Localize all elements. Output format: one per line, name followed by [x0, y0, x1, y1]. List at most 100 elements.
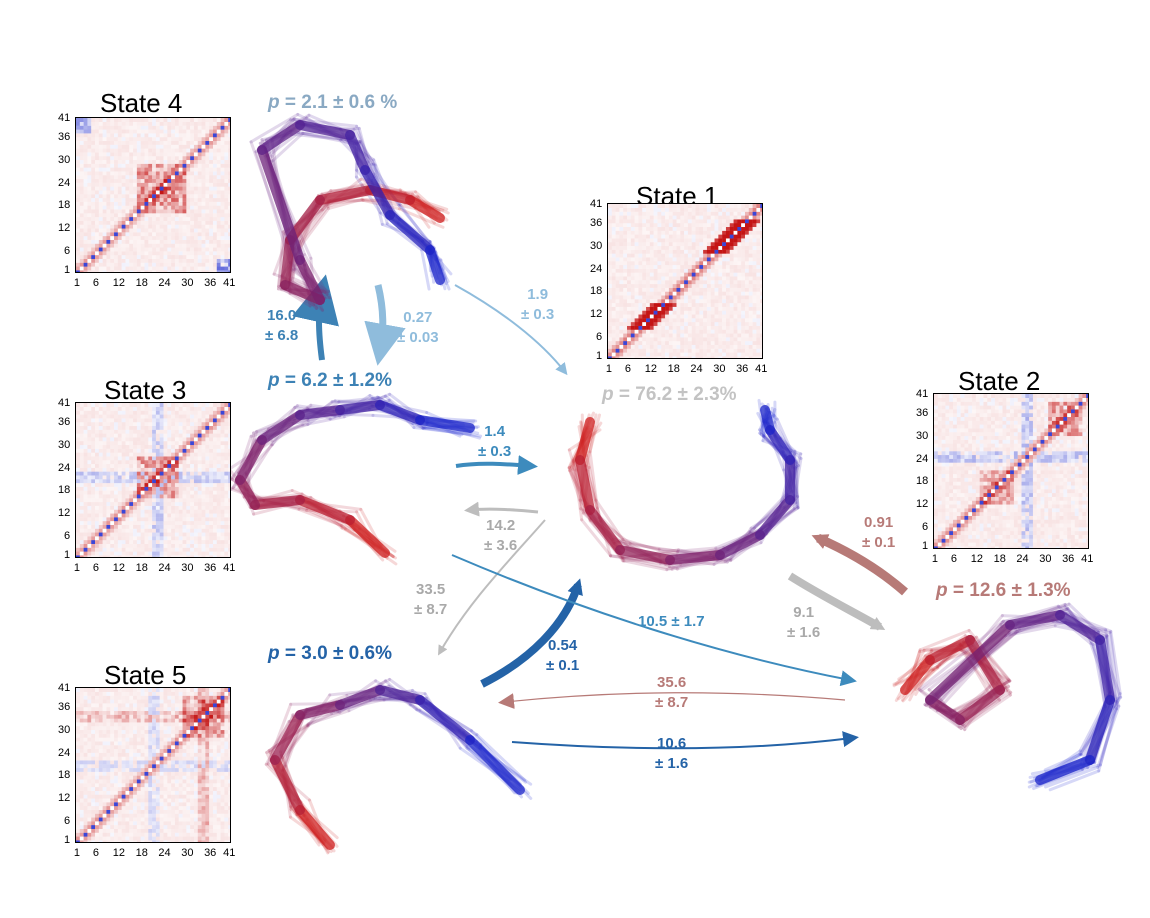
contact-map-cell	[224, 171, 229, 176]
contact-map-cell	[174, 247, 179, 252]
contact-map-cell	[623, 306, 628, 311]
contact-map-cell	[136, 251, 141, 256]
contact-map-cell	[733, 306, 738, 311]
contact-map-cell	[729, 223, 734, 228]
contact-map-cell	[733, 299, 738, 304]
contact-map-cell	[163, 266, 168, 271]
contact-map-cell	[710, 283, 715, 288]
contact-map-cell	[687, 242, 692, 247]
contact-map-cell	[630, 329, 635, 334]
contact-map-cell	[216, 178, 221, 183]
contact-map-cell	[668, 348, 673, 353]
contact-map-cell	[163, 232, 168, 237]
contact-map-cell	[661, 295, 666, 300]
contact-map-cell	[114, 501, 119, 506]
contact-map-cell	[171, 543, 176, 548]
contact-map-cell	[91, 220, 96, 225]
contact-map-cell	[159, 228, 164, 233]
contact-map-cell	[129, 220, 134, 225]
contact-map-cell	[110, 182, 115, 187]
contact-map-cell	[668, 207, 673, 212]
contact-map-cell	[79, 239, 84, 244]
contact-map-cell	[676, 261, 681, 266]
contact-map-cell	[752, 306, 757, 311]
contact-map-cell	[205, 175, 210, 180]
contact-map-cell	[159, 517, 164, 522]
contact-map-cell	[649, 340, 654, 345]
contact-map-cell	[159, 251, 164, 256]
contact-map-cell	[186, 494, 191, 499]
contact-map-cell	[634, 340, 639, 345]
contact-map-cell	[193, 258, 198, 263]
contact-map-cell	[703, 337, 708, 342]
contact-map-cell	[623, 242, 628, 247]
contact-map-cell	[646, 299, 651, 304]
contact-map-cell	[144, 524, 149, 529]
contact-map-cell	[703, 204, 708, 208]
contact-map-cell	[646, 253, 651, 258]
contact-map-cell	[205, 197, 210, 202]
contact-map-cell	[152, 247, 157, 252]
contact-map-cell	[216, 532, 221, 537]
contact-map-cell	[83, 258, 88, 263]
contact-map-cell	[87, 254, 92, 259]
contact-map-cell	[224, 524, 229, 529]
contact-map-cell	[627, 245, 632, 250]
contact-map-cell	[608, 264, 612, 269]
contact-map-cell	[737, 352, 742, 357]
contact-map-cell	[668, 276, 673, 281]
ribbon-segment	[254, 150, 292, 264]
contact-map-cell	[102, 121, 107, 126]
contact-map-cell	[638, 230, 643, 235]
contact-map-cell	[741, 299, 746, 304]
contact-map-cell	[155, 156, 160, 161]
contact-map-cell	[186, 197, 191, 202]
ribbon-segment	[296, 207, 330, 251]
contact-map-cell	[152, 129, 157, 134]
contact-map-cell	[676, 306, 681, 311]
contact-map-cell	[190, 551, 195, 556]
contact-map-cell	[216, 171, 221, 176]
contact-map-cell	[167, 517, 172, 522]
contact-map-cell	[611, 283, 616, 288]
contact-map-cell	[205, 551, 210, 556]
contact-map-cell	[703, 211, 708, 216]
contact-map-cell	[718, 207, 723, 212]
contact-map-cell	[744, 215, 749, 220]
contact-map-cell	[171, 186, 176, 191]
contact-map-cell	[722, 238, 727, 243]
contact-map-cell	[649, 325, 654, 330]
ribbon-segment	[1091, 642, 1107, 709]
contact-map-cell	[638, 325, 643, 330]
contact-map-cell	[76, 163, 80, 168]
contact-map-cell	[623, 352, 628, 357]
contact-map-cell	[140, 235, 145, 240]
contact-map-cell	[638, 302, 643, 307]
contact-map-cell	[186, 551, 191, 556]
contact-map-cell	[691, 261, 696, 266]
contact-map-cell	[163, 197, 168, 202]
contact-map-cell	[98, 228, 103, 233]
contact-map-cell	[201, 152, 206, 157]
contact-map-cell	[748, 344, 753, 349]
contact-map-cell	[608, 283, 612, 288]
contact-map-cell	[646, 226, 651, 231]
contact-map-cell	[79, 163, 84, 168]
contact-map-cell	[174, 209, 179, 214]
contact-map-cell	[136, 167, 141, 172]
contact-map-cell	[167, 555, 172, 558]
contact-map-cell	[653, 219, 658, 224]
contact-map-cell	[186, 175, 191, 180]
contact-map-cell	[748, 318, 753, 323]
contact-map-cell	[680, 340, 685, 345]
contact-map-cell	[110, 186, 115, 191]
contact-map-cell	[76, 258, 80, 263]
contact-map-cell	[174, 505, 179, 510]
contact-map-cell	[140, 201, 145, 206]
contact-map-cell	[136, 243, 141, 248]
contact-map-cell	[201, 509, 206, 514]
contact-map-cell	[167, 197, 172, 202]
contact-map-cell	[733, 257, 738, 262]
contact-map-cell	[699, 287, 704, 292]
contact-map-cell	[224, 254, 229, 259]
